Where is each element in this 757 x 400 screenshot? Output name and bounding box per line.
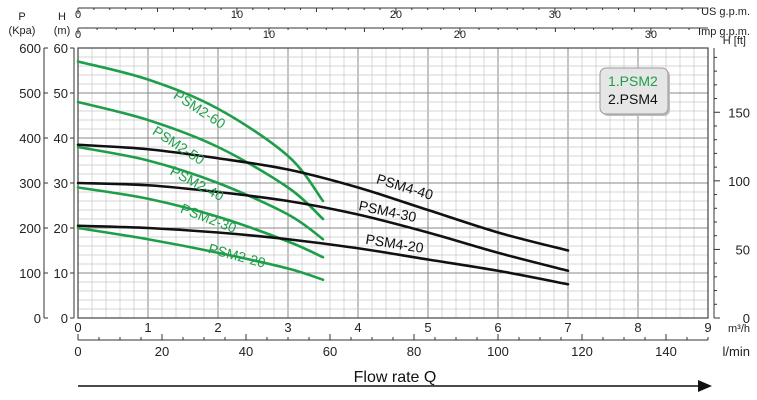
x-m3h-tick-label: 5 xyxy=(424,320,431,335)
y-head-m-tick-label: 40 xyxy=(54,131,68,146)
x-imp-gpm-unit: Imp g.p.m. xyxy=(698,26,750,38)
x-lmin-tick-label: 140 xyxy=(655,344,677,359)
y-pressure-tick-label: 100 xyxy=(19,266,41,281)
y-pressure-unit-line2: (Kpa) xyxy=(9,25,36,37)
y-head-ft-tick-label: 150 xyxy=(728,105,750,120)
y-pressure-tick-label: 400 xyxy=(19,131,41,146)
y-head-m-tick-label: 20 xyxy=(54,221,68,236)
y-pressure-unit-line1: P xyxy=(18,11,25,23)
x-lmin-tick-label: 0 xyxy=(74,344,81,359)
chart-series xyxy=(76,60,570,286)
legend-box xyxy=(599,67,669,115)
x-imp-gpm-tick-label: 0 xyxy=(75,29,81,41)
y-head-m-tick-label: 0 xyxy=(61,311,68,326)
x-lmin-tick-label: 100 xyxy=(487,344,509,359)
y-head-m-unit-line2: (m) xyxy=(54,25,71,37)
series-line-psm2-30 xyxy=(76,186,325,259)
y-head-m-unit-line1: H xyxy=(58,11,66,23)
x-m3h-tick-label: 8 xyxy=(634,320,641,335)
y-pressure-tick-label: 200 xyxy=(19,221,41,236)
x-lmin-tick-label: 20 xyxy=(155,344,169,359)
y-head-ft-tick-label: 0 xyxy=(743,311,750,326)
x-us-gpm-tick-label: 10 xyxy=(231,9,243,21)
x-us-gpm-tick-label: 30 xyxy=(549,9,561,21)
chart-axes: 01020304050600100200300400500600P(Kpa)H(… xyxy=(9,6,750,392)
x-imp-gpm-tick-label: 30 xyxy=(645,29,657,41)
x-imp-gpm-tick-label: 20 xyxy=(454,29,466,41)
x-m3h-tick-label: 6 xyxy=(494,320,501,335)
series-line-psm2-60 xyxy=(76,60,325,203)
x-axis-title: Flow rate Q xyxy=(354,369,437,386)
x-m3h-tick-label: 2 xyxy=(214,320,221,335)
flow-arrow-head xyxy=(698,380,712,392)
x-lmin-tick-label: 80 xyxy=(407,344,421,359)
x-us-gpm-unit: US g.p.m. xyxy=(701,6,750,18)
y-head-m-tick-label: 50 xyxy=(54,86,68,101)
x-lmin-tick-label: 60 xyxy=(323,344,337,359)
chart-legend: 1.PSM2 2.PSM4 xyxy=(599,67,670,116)
y-pressure-tick-label: 300 xyxy=(19,176,41,191)
series-line-psm4-20 xyxy=(76,224,570,286)
y-pressure-tick-label: 500 xyxy=(19,86,41,101)
y-head-m-tick-label: 60 xyxy=(54,41,68,56)
x-m3h-tick-label: 7 xyxy=(564,320,571,335)
x-lmin-tick-label: 120 xyxy=(571,344,593,359)
x-lmin-tick-label: 40 xyxy=(239,344,253,359)
x-m3h-tick-label: 0 xyxy=(74,320,81,335)
y-head-m-tick-label: 10 xyxy=(54,266,68,281)
series-line-psm4-30 xyxy=(76,181,570,273)
x-m3h-tick-label: 4 xyxy=(354,320,361,335)
series-line-psm2-50 xyxy=(76,100,325,221)
x-us-gpm-tick-label: 20 xyxy=(390,9,402,21)
y-pressure-tick-label: 0 xyxy=(34,311,41,326)
series-line-psm2-40 xyxy=(76,145,325,241)
x-imp-gpm-tick-label: 10 xyxy=(263,29,275,41)
x-m3h-tick-label: 1 xyxy=(144,320,151,335)
legend-item-1: 1.PSM2 xyxy=(608,73,658,89)
y-pressure-tick-label: 600 xyxy=(19,41,41,56)
x-m3h-unit: m³/h xyxy=(728,323,750,335)
series-line-psm2-20 xyxy=(76,226,325,282)
y-head-ft-tick-label: 100 xyxy=(728,174,750,189)
legend-item-2: 2.PSM4 xyxy=(608,91,658,107)
y-head-ft-tick-label: 50 xyxy=(736,242,750,257)
x-us-gpm-tick-label: 0 xyxy=(75,9,81,21)
y-head-m-tick-label: 30 xyxy=(54,176,68,191)
x-m3h-tick-label: 9 xyxy=(704,320,711,335)
series-line-psm4-40 xyxy=(76,143,570,252)
x-lmin-unit: l/min xyxy=(723,344,750,359)
x-m3h-tick-label: 3 xyxy=(284,320,291,335)
y-head-ft-unit: H [ft] xyxy=(723,35,746,47)
